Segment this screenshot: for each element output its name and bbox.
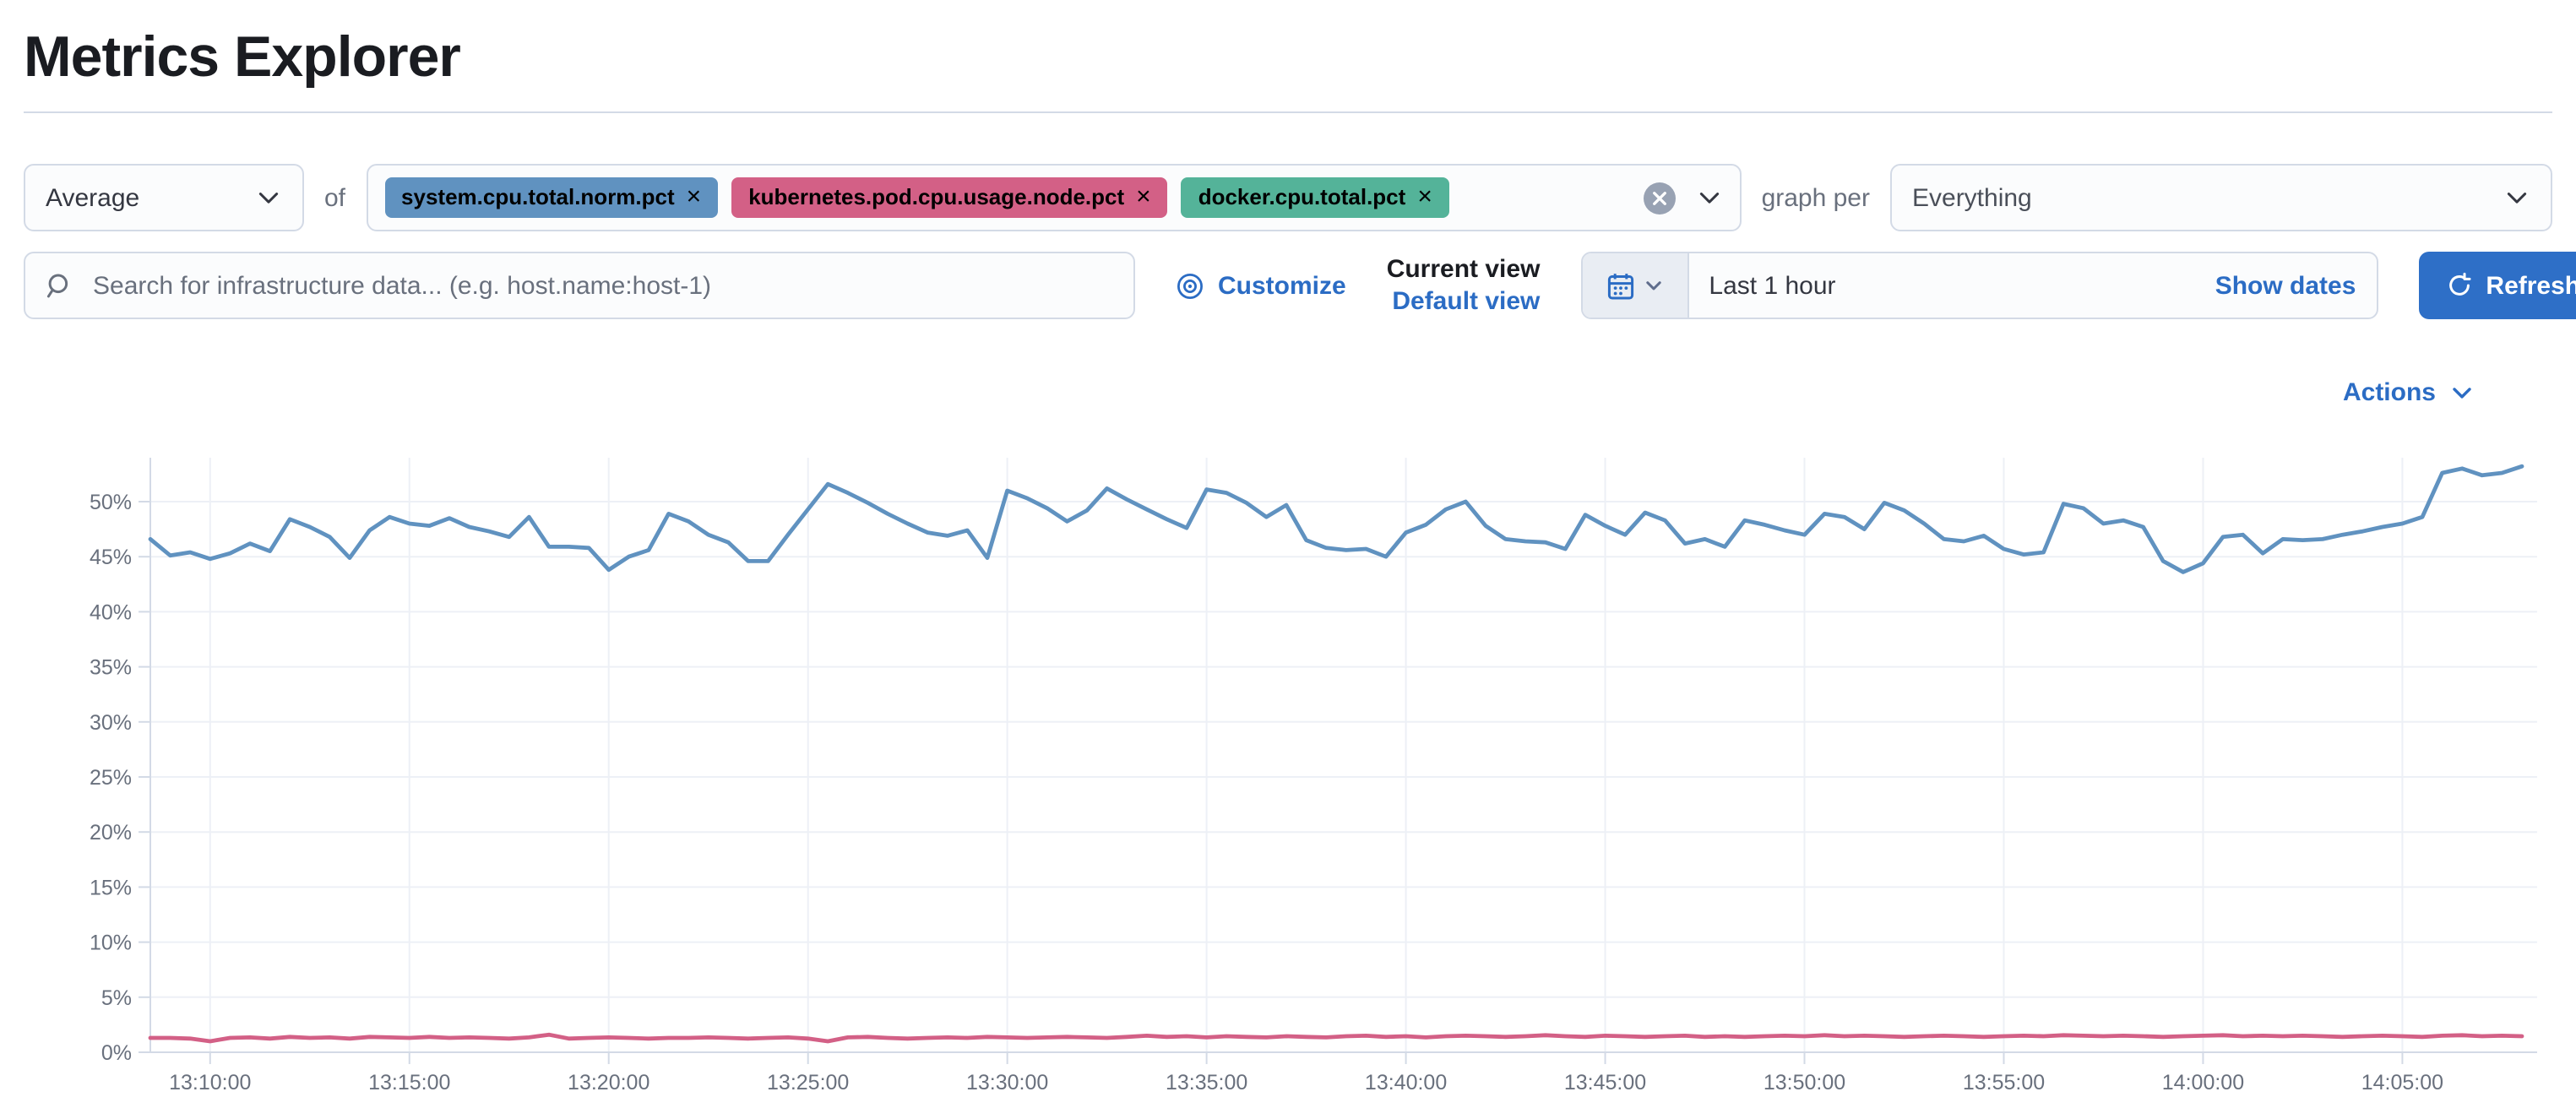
y-axis-tick-label: 5% bbox=[101, 986, 132, 1010]
aggregation-select[interactable]: Average bbox=[24, 164, 304, 231]
y-axis-tick-label: 35% bbox=[90, 656, 132, 680]
y-axis-tick-label: 30% bbox=[90, 711, 132, 735]
line-chart-canvas[interactable]: 0% 5% 10% 15% 20% 25% 30% 35% 40% 45% 50% 13:10:00 1… bbox=[0, 417, 2576, 1100]
metrics-combobox[interactable]: system.cpu.total.norm.pct × kubernetes.pod… bbox=[366, 164, 1742, 231]
group-by-value: Everything bbox=[1912, 183, 2032, 212]
chart-line-system.cpu.total.norm.pct bbox=[148, 464, 2524, 574]
remove-metric-icon[interactable]: × bbox=[1417, 182, 1432, 211]
chevron-down-icon bbox=[2503, 184, 2530, 211]
quick-select-menu-button[interactable] bbox=[1582, 253, 1689, 318]
remove-metric-icon[interactable]: × bbox=[686, 182, 702, 211]
customize-button[interactable]: Customize bbox=[1176, 271, 1346, 300]
search-input-wrapper[interactable] bbox=[24, 252, 1135, 319]
remove-metric-icon[interactable]: × bbox=[1136, 182, 1151, 211]
y-axis-tick-label: 20% bbox=[90, 821, 132, 845]
clear-metrics-button[interactable] bbox=[1643, 182, 1676, 214]
metric-badge[interactable]: docker.cpu.total.pct × bbox=[1181, 177, 1449, 218]
metrics-chart[interactable]: 0% 5% 10% 15% 20% 25% 30% 35% 40% 45% 50% 13:10:00 1… bbox=[0, 417, 2576, 1108]
y-axis-tick-label: 10% bbox=[90, 931, 132, 955]
x-axis-tick-label: 13:20:00 bbox=[568, 1071, 649, 1094]
chart-line-kubernetes.pod.cpu.usage.node.pct bbox=[148, 1032, 2524, 1044]
time-range-picker: Last 1 hour Show dates bbox=[1580, 252, 2378, 319]
actions-label: Actions bbox=[2342, 377, 2436, 406]
metrics-toolbar: Average of system.cpu.total.norm.pct × kub… bbox=[0, 164, 2576, 410]
y-axis-tick-label: 50% bbox=[90, 491, 132, 514]
eye-icon bbox=[1176, 271, 1204, 300]
page-header: Metrics Explorer bbox=[0, 0, 2576, 113]
view-name-link[interactable]: Default view bbox=[1392, 287, 1541, 316]
x-axis-tick-label: 13:55:00 bbox=[1963, 1071, 2045, 1094]
chevron-down-icon bbox=[1643, 275, 1663, 296]
x-axis-tick-label: 13:15:00 bbox=[368, 1071, 450, 1094]
time-range-value[interactable]: Last 1 hour bbox=[1709, 271, 1836, 300]
actions-menu-button[interactable]: Actions bbox=[2343, 377, 2475, 406]
calendar-icon bbox=[1606, 271, 1634, 300]
metric-config-row: Average of system.cpu.total.norm.pct × kub… bbox=[24, 164, 2552, 231]
chevron-down-icon bbox=[2449, 379, 2475, 405]
chart-actions-row: Actions bbox=[24, 373, 2552, 410]
query-row: Customize Current view Default view Last… bbox=[24, 252, 2576, 319]
metric-badge-label: docker.cpu.total.pct bbox=[1198, 184, 1406, 209]
group-by-select[interactable]: Everything bbox=[1890, 164, 2552, 231]
header-divider bbox=[24, 111, 2552, 113]
search-input[interactable] bbox=[90, 269, 1113, 301]
graph-per-label: graph per bbox=[1761, 183, 1870, 212]
show-dates-button[interactable]: Show dates bbox=[2215, 271, 2356, 300]
x-axis-tick-label: 13:10:00 bbox=[169, 1071, 251, 1094]
metric-badge-label: system.cpu.total.norm.pct bbox=[401, 184, 675, 209]
metric-badge[interactable]: kubernetes.pod.cpu.usage.node.pct × bbox=[731, 177, 1168, 218]
current-view-label: Current view bbox=[1386, 255, 1541, 284]
y-axis-tick-label: 45% bbox=[90, 546, 132, 569]
metric-badges: system.cpu.total.norm.pct × kubernetes.pod… bbox=[384, 177, 1630, 218]
y-axis-tick-label: 40% bbox=[90, 600, 132, 624]
page-title: Metrics Explorer bbox=[24, 25, 461, 90]
metric-badge-label: kubernetes.pod.cpu.usage.node.pct bbox=[748, 184, 1125, 209]
y-axis-tick-label: 25% bbox=[90, 766, 132, 790]
saved-views-control: Current view Default view bbox=[1387, 253, 1541, 318]
x-axis-tick-label: 13:30:00 bbox=[966, 1071, 1048, 1094]
aggregation-value: Average bbox=[46, 183, 140, 212]
refresh-label: Refresh bbox=[2486, 271, 2576, 300]
x-axis-tick-label: 13:35:00 bbox=[1166, 1071, 1247, 1094]
x-axis-tick-label: 13:40:00 bbox=[1365, 1071, 1447, 1094]
search-icon bbox=[46, 271, 74, 300]
of-label: of bbox=[324, 183, 346, 212]
y-axis-tick-label: 0% bbox=[101, 1041, 132, 1065]
refresh-icon bbox=[2445, 272, 2472, 299]
chevron-down-icon bbox=[255, 184, 282, 211]
x-axis-tick-label: 13:50:00 bbox=[1764, 1071, 1845, 1094]
customize-label: Customize bbox=[1218, 271, 1346, 300]
y-axis-tick-label: 15% bbox=[90, 876, 132, 899]
x-axis-tick-label: 14:00:00 bbox=[2162, 1071, 2244, 1094]
x-axis-tick-label: 13:25:00 bbox=[767, 1071, 849, 1094]
x-axis-tick-label: 13:45:00 bbox=[1564, 1071, 1646, 1094]
metric-badge[interactable]: system.cpu.total.norm.pct × bbox=[384, 177, 719, 218]
chevron-down-icon[interactable] bbox=[1696, 184, 1723, 211]
close-icon bbox=[1652, 191, 1666, 204]
x-axis-tick-label: 14:05:00 bbox=[2361, 1071, 2443, 1094]
refresh-button[interactable]: Refresh bbox=[2418, 252, 2576, 319]
